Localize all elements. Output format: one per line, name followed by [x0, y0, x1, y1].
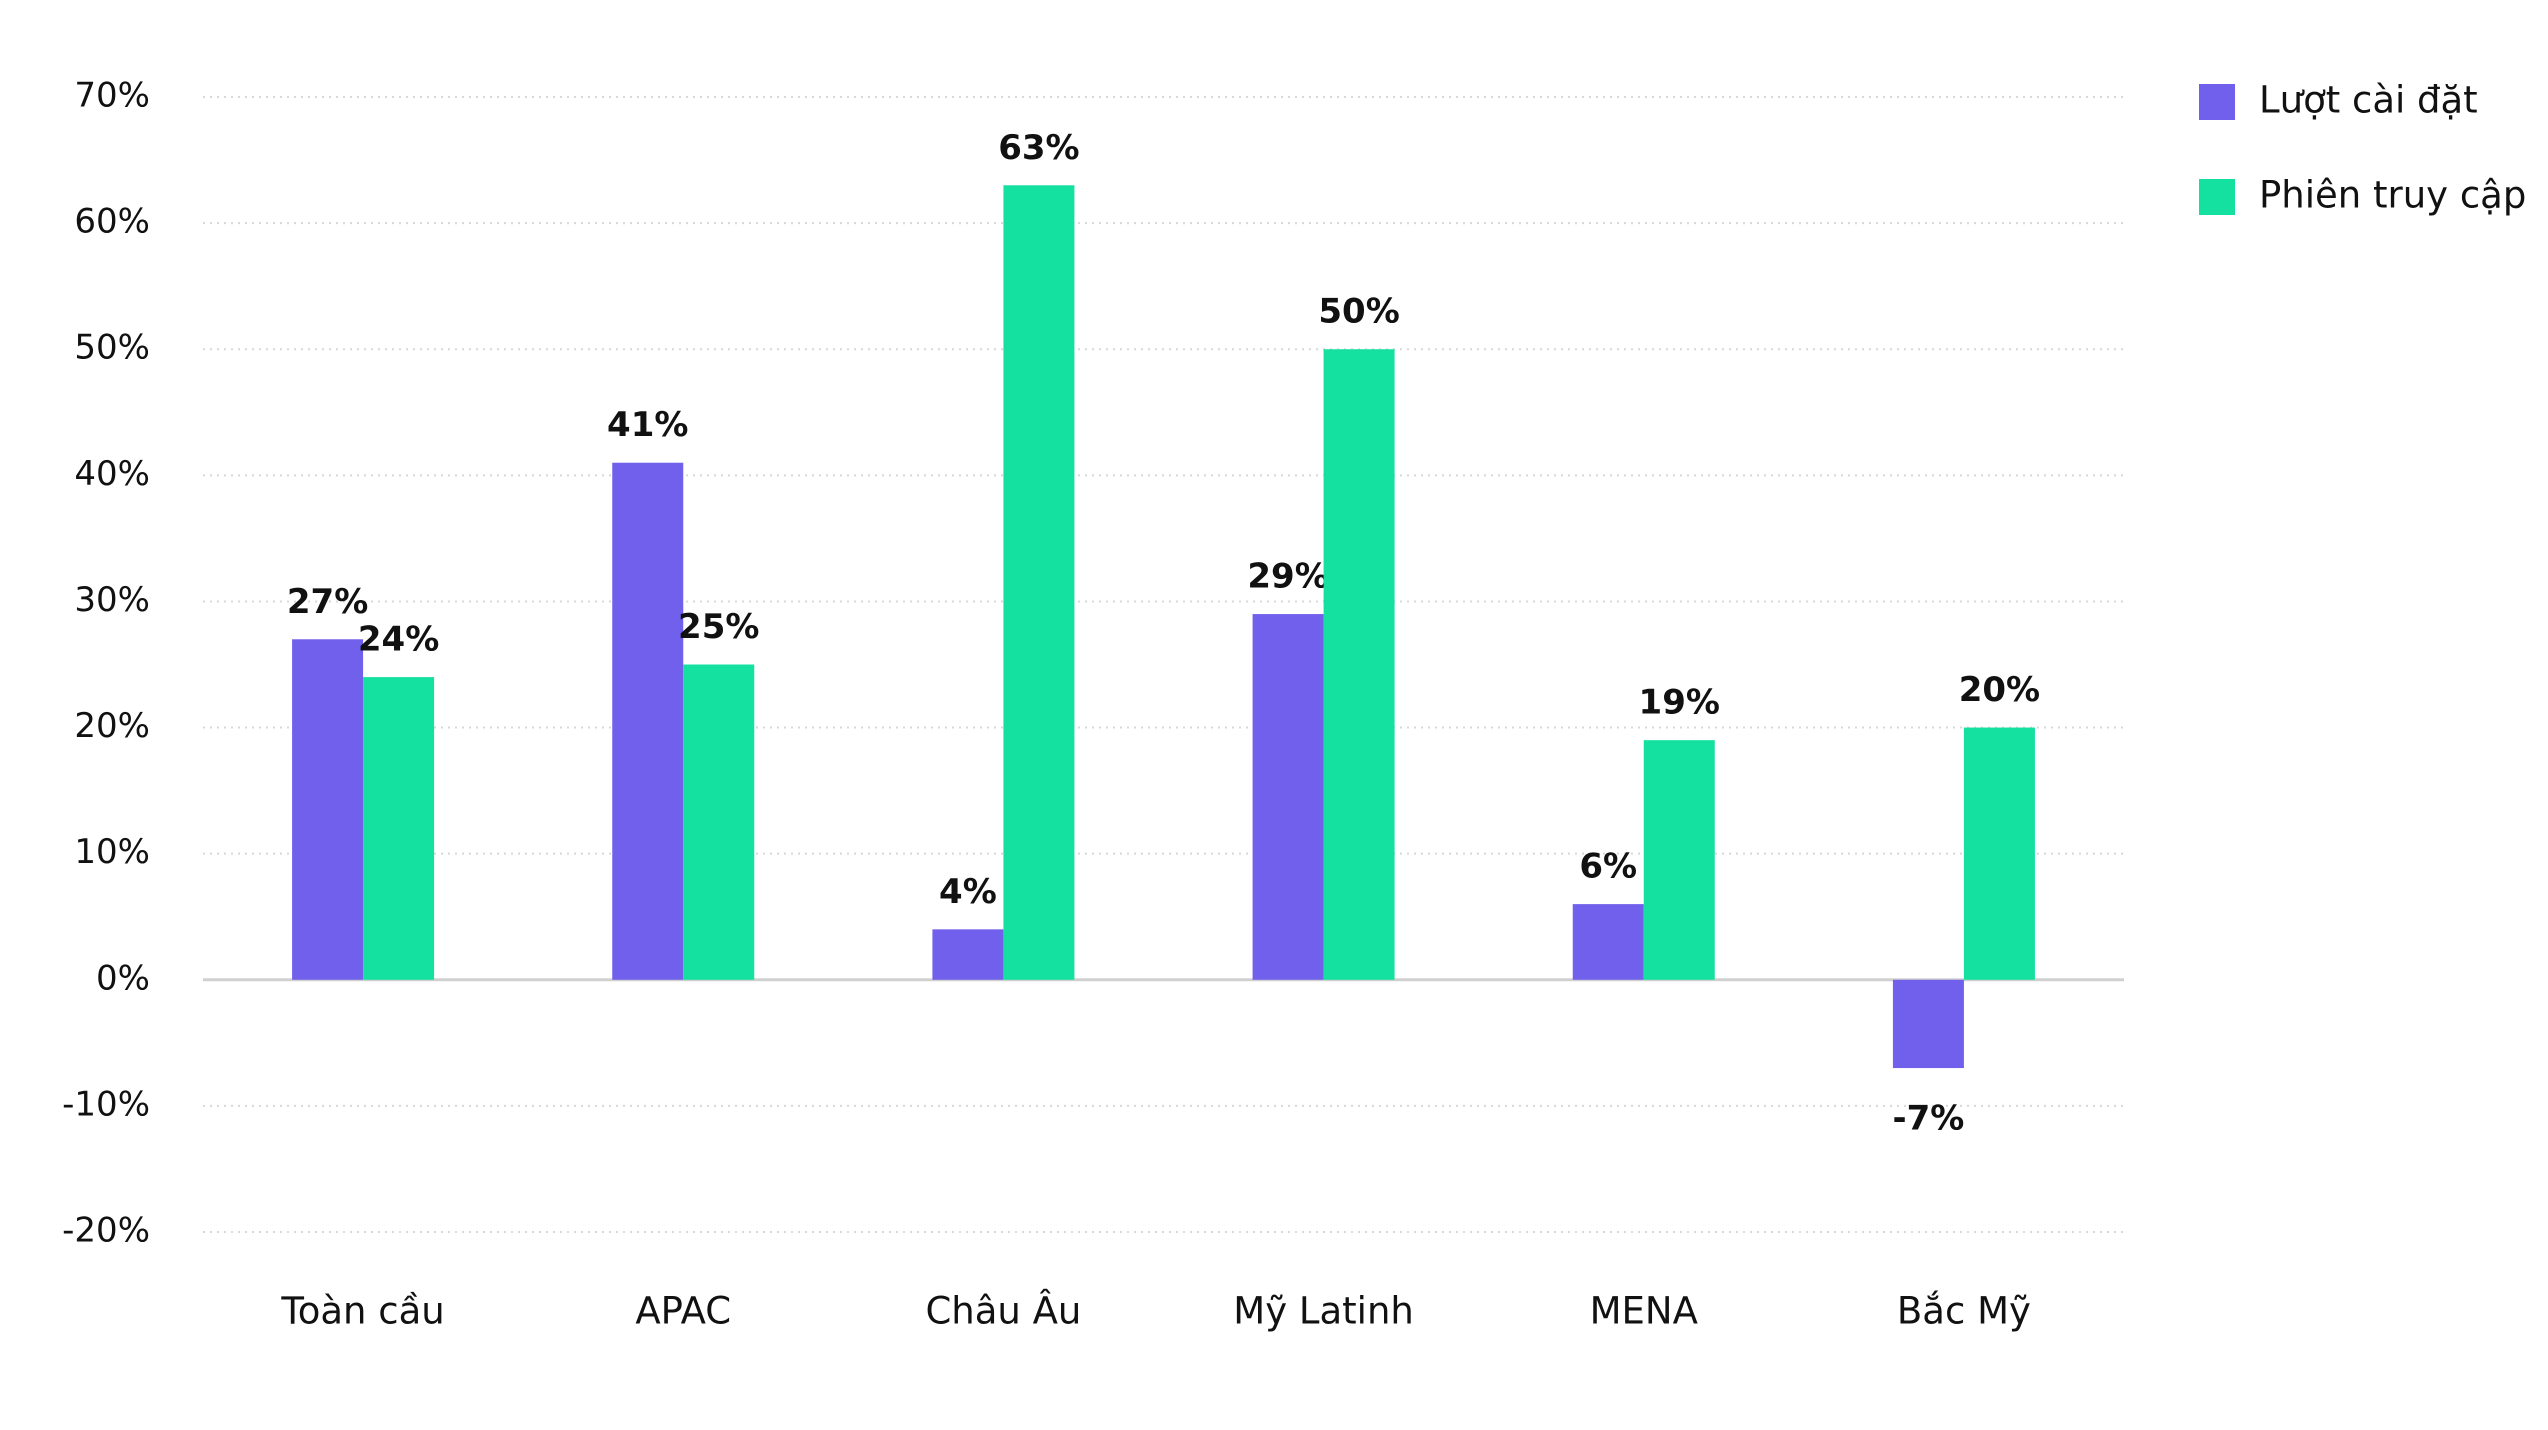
bar [1963, 727, 2035, 980]
x-tick-label: MENA [1590, 1290, 1698, 1333]
y-tick-label: 40% [74, 454, 150, 494]
data-label: 27% [287, 582, 368, 622]
y-tick-label: 30% [74, 580, 150, 620]
x-tick-label: Bắc Mỹ [1897, 1290, 2031, 1333]
legend-swatch [2199, 84, 2235, 120]
y-tick-label: 20% [74, 706, 150, 746]
bar [363, 677, 435, 980]
x-tick-label: Toàn cầu [280, 1290, 444, 1333]
legend-swatch [2199, 179, 2235, 215]
data-label: 4% [939, 872, 997, 912]
bar [1323, 349, 1395, 980]
bar [1643, 740, 1715, 980]
bar [1252, 614, 1324, 980]
legend-label: Phiên truy cập [2259, 174, 2526, 217]
data-label: 63% [998, 128, 1079, 168]
bar [292, 639, 364, 980]
data-label: 20% [1959, 670, 2040, 710]
y-tick-label: -20% [62, 1211, 150, 1251]
y-tick-label: 60% [74, 202, 150, 242]
y-tick-label: 10% [74, 832, 150, 872]
data-label: 25% [678, 607, 759, 647]
bar [932, 929, 1004, 980]
data-label: 41% [607, 405, 688, 445]
y-tick-label: 70% [74, 76, 150, 116]
data-label: 29% [1247, 557, 1328, 597]
bar [683, 664, 755, 980]
bar [612, 462, 684, 980]
bar [1003, 185, 1075, 980]
y-tick-label: 0% [96, 958, 150, 998]
data-label: 6% [1579, 847, 1637, 887]
y-tick-label: 50% [74, 328, 150, 368]
data-label: 24% [358, 620, 439, 660]
y-tick-label: -10% [62, 1084, 150, 1124]
x-tick-label: APAC [635, 1290, 731, 1333]
x-tick-label: Châu Âu [925, 1289, 1081, 1333]
bar [1892, 979, 1964, 1069]
x-tick-label: Mỹ Latinh [1233, 1290, 1414, 1333]
bar [1572, 904, 1644, 980]
legend-label: Lượt cài đặt [2259, 79, 2478, 122]
data-label: 19% [1639, 683, 1720, 723]
data-label: -7% [1892, 1099, 1964, 1139]
data-label: 50% [1318, 292, 1399, 332]
